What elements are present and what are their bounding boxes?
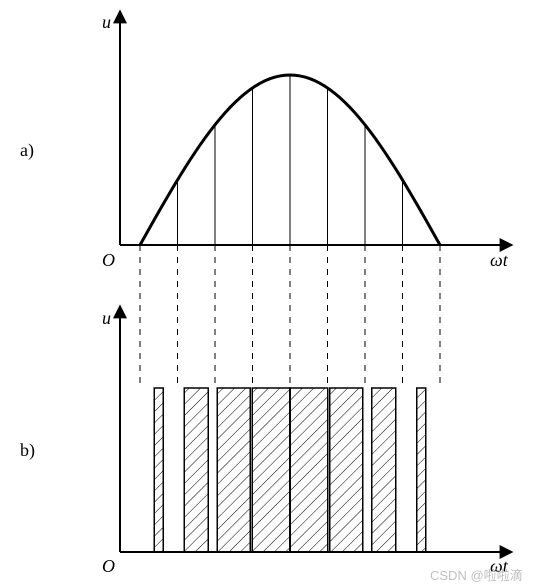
panel-a-group bbox=[120, 15, 508, 245]
panel-a-x-axis-label: ωt bbox=[490, 250, 508, 271]
panel-a-y-axis-label: u bbox=[102, 12, 111, 33]
panel-b-label: b) bbox=[20, 440, 35, 461]
dash-connector-group bbox=[140, 245, 440, 388]
panel-a-label: a) bbox=[20, 140, 34, 161]
diagram-svg bbox=[0, 0, 549, 582]
watermark-text: CSDN @啦啦滴 bbox=[430, 565, 523, 584]
figure-container: a) b) u O ωt u O ωt CSDN @啦啦滴 bbox=[0, 0, 549, 582]
panel-a-origin-label: O bbox=[102, 250, 115, 271]
panel-b-y-axis-label: u bbox=[102, 308, 111, 329]
panel-b-group bbox=[120, 310, 508, 552]
panel-b-origin-label: O bbox=[102, 556, 115, 577]
